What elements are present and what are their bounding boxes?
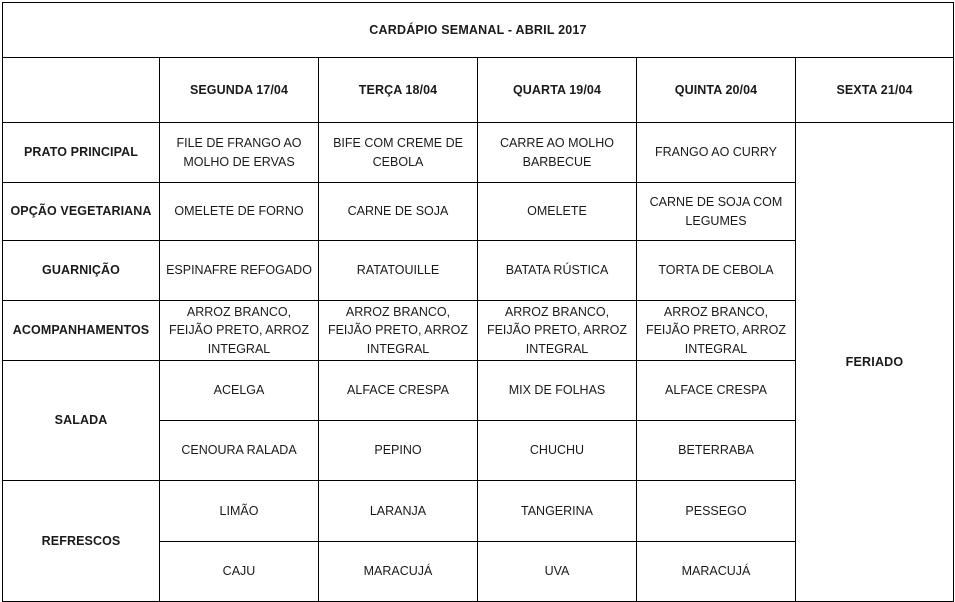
row-label-prato-principal: PRATO PRINCIPAL (2, 122, 160, 183)
cell-side-quinta: TORTA DE CEBOLA (636, 240, 796, 301)
cell-sexta-feriado: FERIADO (794, 122, 955, 602)
column-header-segunda: SEGUNDA 17/04 (159, 57, 319, 123)
cell-drinks1-quinta: PESSEGO (636, 480, 796, 542)
column-header-quarta: QUARTA 19/04 (477, 57, 637, 123)
cell-drinks2-quinta: MARACUJÁ (636, 541, 796, 602)
cell-salad1-segunda: ACELGA (159, 360, 319, 421)
cell-vegetarian-quinta: CARNE DE SOJA COM LEGUMES (636, 182, 796, 241)
table-row-side: GUARNIÇÃO ESPINAFRE REFOGADO RATATOUILLE… (2, 240, 954, 301)
table-row-title: CARDÁPIO SEMANAL - ABRIL 2017 (1, 2, 955, 58)
cell-salad2-terca: PEPINO (318, 420, 478, 481)
cell-side-terca: RATATOUILLE (318, 240, 478, 301)
column-header-quinta: QUINTA 20/04 (636, 57, 796, 123)
table-row-salad-1: SALADA ACELGA ALFACE CRESPA MIX DE FOLHA… (2, 360, 954, 481)
table-row-vegetarian: OPÇÃO VEGETARIANA OMELETE DE FORNO CARNE… (2, 182, 954, 241)
cell-accompaniments-segunda: ARROZ BRANCO, FEIJÃO PRETO, ARROZ INTEGR… (159, 300, 319, 361)
table-row-day-headers: SEGUNDA 17/04 TERÇA 18/04 QUARTA 19/04 Q… (2, 57, 955, 123)
column-header-sexta: SEXTA 21/04 (794, 57, 955, 123)
cell-salad2-quarta: CHUCHU (477, 420, 637, 481)
cell-drinks2-terca: MARACUJÁ (318, 541, 478, 602)
cell-vegetarian-terca: CARNE DE SOJA (318, 182, 478, 241)
row-label-acompanhamentos: ACOMPANHAMENTOS (2, 300, 160, 361)
header-corner-cell (2, 57, 160, 123)
cell-accompaniments-quarta: ARROZ BRANCO, FEIJÃO PRETO, ARROZ INTEGR… (477, 300, 637, 361)
column-header-terca: TERÇA 18/04 (318, 57, 478, 123)
cell-drinks1-terca: LARANJA (318, 480, 478, 542)
table-row-accompaniments: ACOMPANHAMENTOS ARROZ BRANCO, FEIJÃO PRE… (2, 300, 954, 361)
cell-drinks1-quarta: TANGERINA (477, 480, 637, 542)
cell-drinks1-segunda: LIMÃO (159, 480, 319, 542)
cell-main-dish-terca: BIFE COM CREME DE CEBOLA (318, 122, 478, 183)
page-title: CARDÁPIO SEMANAL - ABRIL 2017 (1, 2, 955, 58)
cell-main-dish-segunda: FILE DE FRANGO AO MOLHO DE ERVAS (159, 122, 319, 183)
table-row-salad-2: CENOURA RALADA PEPINO CHUCHU BETERRABA (3, 420, 954, 481)
row-label-salada: SALADA (2, 360, 160, 481)
cell-salad1-terca: ALFACE CRESPA (318, 360, 478, 421)
cell-side-quarta: BATATA RÚSTICA (477, 240, 637, 301)
cell-drinks2-quarta: UVA (477, 541, 637, 602)
cell-drinks2-segunda: CAJU (159, 541, 319, 602)
cell-accompaniments-terca: ARROZ BRANCO, FEIJÃO PRETO, ARROZ INTEGR… (318, 300, 478, 361)
row-label-refrescos: REFRESCOS (2, 480, 160, 602)
cell-accompaniments-quinta: ARROZ BRANCO, FEIJÃO PRETO, ARROZ INTEGR… (636, 300, 796, 361)
cell-main-dish-quarta: CARRE AO MOLHO BARBECUE (477, 122, 637, 183)
cell-vegetarian-quarta: OMELETE (477, 182, 637, 241)
table-row-drinks-2: CAJU MARACUJÁ UVA MARACUJÁ (3, 541, 954, 602)
cell-vegetarian-segunda: OMELETE DE FORNO (159, 182, 319, 241)
table-row-main-dish: PRATO PRINCIPAL FILE DE FRANGO AO MOLHO … (2, 122, 955, 602)
cell-salad2-segunda: CENOURA RALADA (159, 420, 319, 481)
row-label-opcao-vegetariana: OPÇÃO VEGETARIANA (2, 182, 160, 241)
cell-side-segunda: ESPINAFRE REFOGADO (159, 240, 319, 301)
cell-salad2-quinta: BETERRABA (636, 420, 796, 481)
cell-salad1-quarta: MIX DE FOLHAS (477, 360, 637, 421)
cell-salad1-quinta: ALFACE CRESPA (636, 360, 796, 421)
cell-main-dish-quinta: FRANGO AO CURRY (636, 122, 796, 183)
row-label-guarnicao: GUARNIÇÃO (2, 240, 160, 301)
